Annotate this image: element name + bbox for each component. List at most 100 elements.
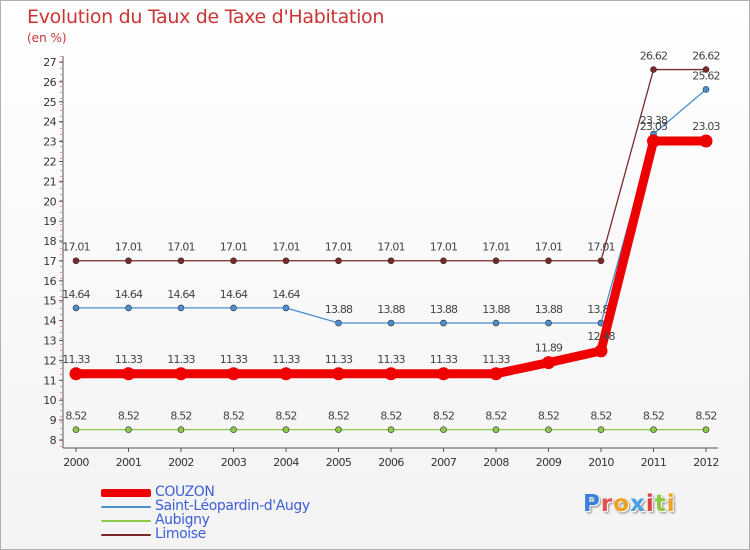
data-point [437,367,450,381]
data-point [230,426,237,433]
x-tick-label: 2009 [536,456,562,469]
data-label: 14.64 [62,288,90,301]
data-point [230,257,237,265]
data-label: 11.33 [377,353,405,366]
data-label: 17.01 [167,241,195,254]
data-label: 11.33 [220,353,248,366]
data-point [335,426,342,433]
data-label: 8.52 [643,410,664,423]
proxiti-logo: Proxiti [583,491,676,517]
data-point [125,304,132,312]
data-point [647,134,660,148]
data-label: 8.52 [485,410,506,423]
x-tick-label: 2002 [168,456,194,469]
x-tick-label: 2003 [221,456,247,469]
y-tick-label: 11 [43,374,56,387]
data-label: 11.33 [167,353,195,366]
y-tick-label: 27 [43,56,56,69]
x-tick-label: 2007 [431,456,457,469]
data-point [542,356,555,370]
data-label: 13.88 [482,303,510,316]
data-label: 14.64 [220,288,248,301]
x-tick-label: 2004 [273,456,299,469]
data-point [699,134,713,148]
x-tick-label: 2000 [63,456,89,469]
data-label: 14.64 [167,288,195,301]
y-tick-label: 17 [43,255,56,268]
data-label: 11.33 [325,353,353,366]
data-label: 17.01 [587,241,615,254]
series-line [75,68,707,262]
data-point [335,257,342,265]
data-label: 13.88 [377,303,405,316]
data-point [227,367,240,381]
data-point [545,426,552,433]
legend-label: COUZON [155,484,215,500]
data-point [177,426,185,433]
data-label: 26.62 [692,50,720,63]
y-tick-label: 16 [43,275,56,288]
data-point [125,426,132,433]
data-label: 8.52 [433,410,454,423]
data-point [545,257,552,265]
data-label: 12.48 [587,330,615,343]
data-label: 17.01 [535,241,563,254]
data-point [597,257,605,265]
y-tick-label: 20 [43,195,56,208]
x-tick-label: 2005 [326,456,352,469]
data-point [282,304,290,312]
data-point [440,426,447,433]
x-tick-label: 2010 [588,456,614,469]
data-label: 8.52 [65,410,86,423]
y-tick-label: 8 [50,434,57,447]
data-point [174,367,188,381]
data-label: 8.52 [223,410,244,423]
data-label: 25.62 [692,69,720,82]
x-tick-label: 2008 [483,456,509,469]
y-tick-label: 26 [43,76,56,89]
y-tick-label: 25 [43,96,56,109]
data-point [279,367,293,381]
data-point [332,367,345,381]
data-point [594,344,608,358]
y-tick-label: 13 [43,335,56,348]
legend-label: Saint-Léopardin-d'Augy [155,498,310,514]
data-point [650,66,657,73]
data-point [72,426,80,433]
data-point [545,319,552,327]
data-label: 17.01 [62,241,90,254]
data-label: 8.52 [118,410,139,423]
data-label: 17.01 [430,241,458,254]
legend-label: Limoise [155,526,206,542]
data-point [650,426,657,433]
data-point [702,66,710,73]
data-point [122,367,135,381]
data-point [492,426,500,433]
legend-label: Aubigny [155,512,210,528]
data-point [72,304,80,312]
data-label: 11.33 [482,353,510,366]
y-tick-label: 23 [43,136,56,149]
data-point [492,319,500,327]
data-point [335,319,342,327]
data-label: 11.89 [535,342,563,355]
legend-swatch [101,534,151,536]
data-label: 23.03 [640,120,668,133]
data-label: 17.01 [377,241,405,254]
data-point [177,257,185,265]
data-point [282,426,290,433]
data-point [492,257,500,265]
chart-title: Evolution du Taux de Taxe d'Habitation [27,6,385,28]
data-point [440,319,447,327]
y-tick-label: 15 [43,295,56,308]
data-point [125,257,132,265]
data-point [69,367,83,381]
data-point [489,367,503,381]
y-tick-label: 22 [43,155,56,168]
x-tick-label: 2001 [116,456,142,469]
y-tick-label: 12 [43,354,56,367]
data-label: 17.01 [482,241,510,254]
data-label: 17.01 [220,241,248,254]
data-label: 8.52 [170,410,191,423]
